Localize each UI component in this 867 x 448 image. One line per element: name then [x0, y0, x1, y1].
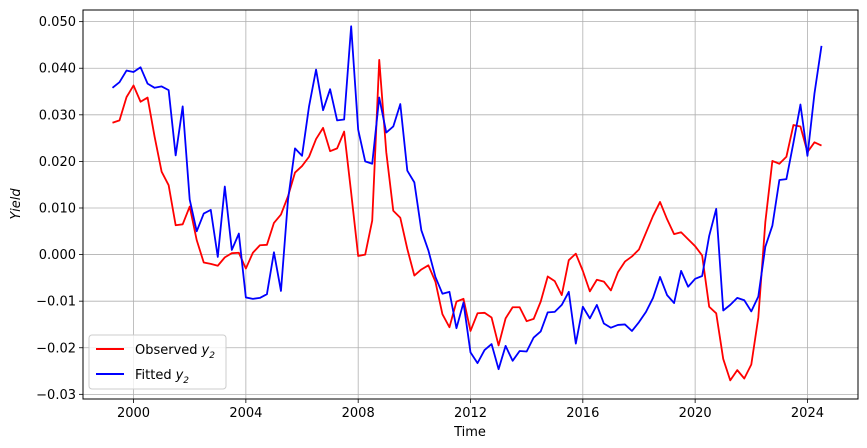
legend-subscript-fitted: 2 [183, 376, 189, 386]
y-tick-label: 0.030 [39, 108, 76, 123]
fitted-line [111, 25, 823, 371]
x-axis: 2000 2004 2008 2012 2016 2020 2024 [117, 399, 824, 421]
legend-label-fitted: Fitted [135, 368, 172, 383]
y-tick-label: 0.050 [39, 15, 76, 30]
y-axis-label: Yield [9, 188, 24, 220]
grid [83, 10, 858, 399]
legend-subscript-observed: 2 [209, 351, 215, 361]
series-layer [111, 25, 823, 382]
legend: Observed y2 Fitted y2 [88, 334, 227, 390]
y-tick-label: 0.000 [39, 248, 76, 263]
x-tick-label: 2016 [566, 406, 599, 421]
x-axis-label: Time [453, 425, 486, 440]
y-axis: −0.03 −0.02 −0.01 0.000 0.010 0.020 0.030 0.040… [36, 15, 83, 403]
x-tick-label: 2020 [679, 406, 712, 421]
y-tick-label: 0.020 [39, 155, 76, 170]
x-tick-label: 2004 [229, 406, 262, 421]
legend-entry-fitted: Fitted y2 [135, 368, 189, 386]
legend-entry-observed: Observed y2 [135, 343, 215, 361]
legend-label-observed: Observed [135, 343, 198, 358]
x-tick-label: 2024 [791, 406, 824, 421]
y-tick-label: −0.03 [36, 388, 76, 403]
x-tick-label: 2000 [117, 406, 150, 421]
y-tick-label: −0.01 [36, 295, 76, 310]
x-tick-label: 2012 [454, 406, 487, 421]
observed-line [112, 58, 822, 382]
y-tick-label: 0.010 [39, 201, 76, 216]
y-tick-label: 0.040 [39, 62, 76, 77]
x-tick-label: 2008 [342, 406, 375, 421]
y-tick-label: −0.02 [36, 341, 76, 356]
legend-symbol-observed: y [201, 343, 210, 358]
legend-symbol-fitted: y [175, 368, 184, 383]
